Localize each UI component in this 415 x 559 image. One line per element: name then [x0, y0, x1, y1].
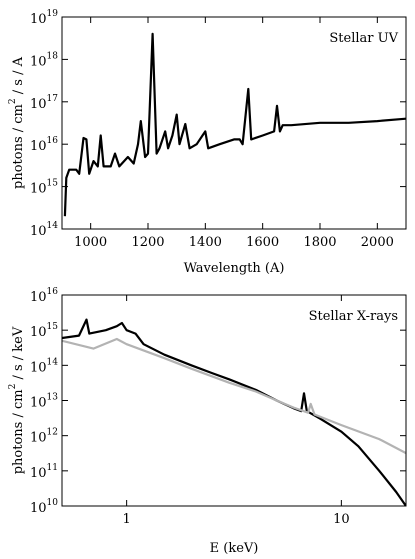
subplot: 1000 1200 1400 1600 1800 2000 1014 1015 1016 1017…: [8, 9, 407, 276]
y-tick-label: 1018: [30, 51, 58, 69]
x-tick-label: 1200: [131, 235, 164, 250]
y-tick-label: 1014: [30, 357, 58, 375]
y-tick-label: 1011: [30, 462, 58, 480]
y-tick-label: 1013: [30, 392, 58, 410]
y-tick-label: 1017: [30, 93, 58, 111]
y-tick-label: 1010: [30, 498, 58, 516]
spectrum-line: [62, 318, 406, 506]
x-tick-label: 2000: [361, 235, 394, 250]
y-tick-label: 1014: [30, 221, 58, 239]
x-tick-label: 1600: [246, 235, 279, 250]
spectrum-line: [63, 32, 406, 217]
spectrum-line: [62, 337, 406, 455]
plot-frame: [61, 16, 407, 230]
y-tick-label: 1015: [30, 322, 58, 340]
y-tick-label: 1016: [30, 136, 58, 154]
x-tick-label: 1400: [189, 235, 222, 250]
annotation: Stellar X-rays: [309, 309, 398, 324]
x-tick-label: 1000: [74, 235, 107, 250]
y-tick-label: 1012: [30, 427, 58, 445]
x-axis-label: E (keV): [210, 541, 259, 556]
y-tick-label: 1015: [30, 178, 58, 196]
x-tick-label: 1: [122, 512, 130, 527]
y-axis-label: photons / cm2 / s / A: [8, 56, 26, 189]
y-tick-label: 1019: [30, 9, 58, 27]
annotation: Stellar UV: [329, 31, 398, 46]
y-axis-label: photons / cm2 / s / keV: [8, 326, 26, 474]
y-tick-label: 1016: [30, 287, 58, 305]
x-tick-label: 1800: [303, 235, 336, 250]
x-tick-label: 10: [333, 512, 350, 527]
x-axis-label: Wavelength (A): [184, 261, 285, 276]
